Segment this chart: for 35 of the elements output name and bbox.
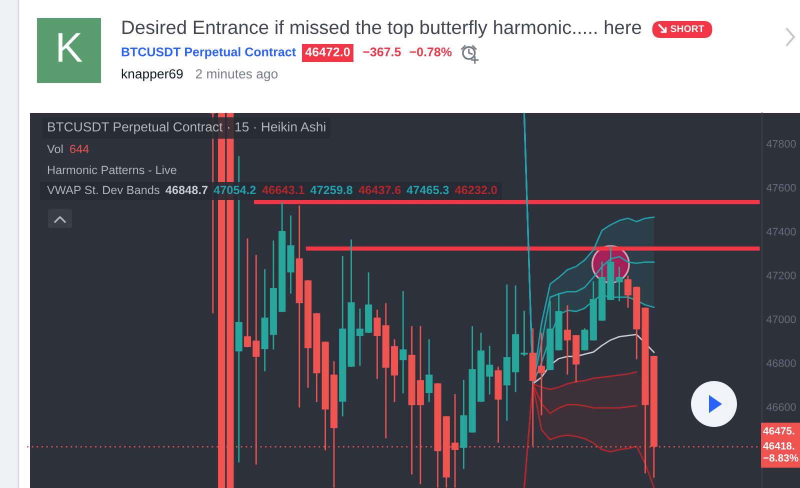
annotation: 46848.7: [166, 186, 208, 194]
y-tick-label: 47200: [766, 272, 796, 280]
annotation: 46643.1: [262, 186, 304, 194]
text: knapper69: [122, 68, 183, 82]
ref-line-label: 46418.: [763, 442, 794, 450]
annotation: Vol: [47, 144, 63, 154]
candlestick: [426, 339, 433, 402]
annotation: 46437.6: [358, 186, 401, 194]
chart-title: Desired Entrance if missed the top butterfly harmonic..... here: [122, 20, 642, 38]
annotation: 644: [70, 144, 89, 154]
text: 46475.: [763, 427, 794, 435]
candlestick: [616, 266, 623, 302]
text: 2 minutes ago: [196, 68, 278, 82]
y-tick-label: 47800: [766, 140, 796, 148]
y-tick-label: 46600: [766, 403, 796, 411]
text: −8.83%: [763, 454, 798, 462]
text: K: [58, 33, 82, 62]
annotation: 47259.8: [310, 186, 352, 194]
text: −367.5: [363, 48, 401, 56]
y-tick-label: 47600: [766, 184, 796, 192]
y-tick-label: 47000: [766, 316, 796, 324]
y-tick-label: 47400: [766, 228, 796, 236]
candlestick: [400, 291, 407, 394]
annotation: 47054.2: [214, 186, 256, 194]
text: BTCUSDT Perpetual Contract: [122, 47, 296, 59]
candlestick: [374, 310, 381, 380]
annotation: Harmonic Patterns - Live: [48, 166, 176, 174]
annotation: VWAP St. Dev Bands: [47, 186, 160, 194]
text: SHORT: [670, 25, 704, 32]
annotation: 46232.0: [454, 186, 497, 194]
text: BTCUSDT Perpetual Contract · 15 · Heikin Ashi: [48, 122, 326, 134]
text: 46472.0: [305, 48, 350, 56]
text: −0.78%: [410, 48, 452, 56]
y-tick-label: 46800: [766, 359, 796, 368]
annotation: 47465.3: [406, 186, 449, 194]
